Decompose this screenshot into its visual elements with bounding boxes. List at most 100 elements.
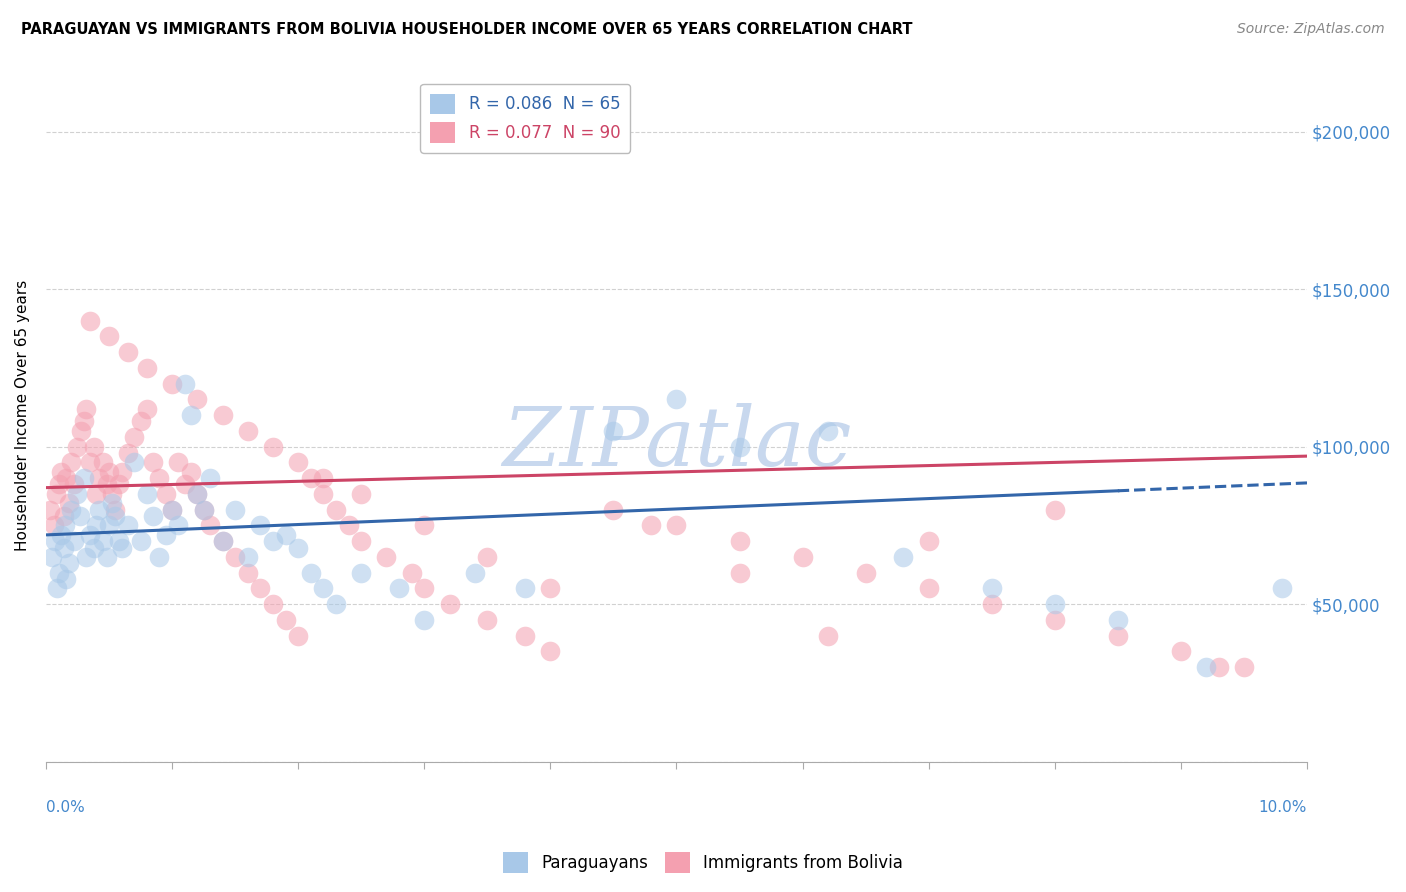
Point	[1195, 660, 1218, 674]
Point	[665, 518, 688, 533]
Point	[75, 401, 97, 416]
Point	[262, 597, 284, 611]
Point	[79, 455, 101, 469]
Point	[117, 518, 139, 533]
Point	[211, 534, 233, 549]
Point	[180, 408, 202, 422]
Point	[62, 534, 84, 549]
Point	[350, 534, 373, 549]
Point	[312, 471, 335, 485]
Point	[325, 597, 347, 611]
Point	[918, 582, 941, 596]
Point	[249, 518, 271, 533]
Point	[515, 582, 537, 596]
Y-axis label: Householder Income Over 65 years: Householder Income Over 65 years	[15, 279, 30, 550]
Point	[135, 487, 157, 501]
Point	[167, 518, 190, 533]
Point	[73, 471, 96, 485]
Point	[236, 424, 259, 438]
Point	[350, 566, 373, 580]
Point	[413, 582, 436, 596]
Point	[413, 518, 436, 533]
Point	[224, 549, 246, 564]
Point	[1170, 644, 1192, 658]
Legend: Paraguayans, Immigrants from Bolivia: Paraguayans, Immigrants from Bolivia	[496, 846, 910, 880]
Point	[1107, 629, 1129, 643]
Point	[515, 629, 537, 643]
Point	[45, 487, 67, 501]
Point	[602, 502, 624, 516]
Point	[855, 566, 877, 580]
Point	[186, 487, 208, 501]
Point	[86, 518, 108, 533]
Point	[198, 471, 221, 485]
Point	[538, 644, 561, 658]
Point	[53, 518, 76, 533]
Point	[122, 430, 145, 444]
Point	[350, 487, 373, 501]
Point	[79, 528, 101, 542]
Point	[55, 471, 77, 485]
Point	[160, 376, 183, 391]
Point	[193, 502, 215, 516]
Point	[401, 566, 423, 580]
Point	[108, 477, 131, 491]
Point	[41, 549, 63, 564]
Text: Source: ZipAtlas.com: Source: ZipAtlas.com	[1237, 22, 1385, 37]
Point	[83, 541, 105, 555]
Point	[73, 414, 96, 428]
Point	[173, 376, 195, 391]
Point	[129, 414, 152, 428]
Point	[538, 582, 561, 596]
Point	[262, 534, 284, 549]
Point	[792, 549, 814, 564]
Point	[262, 440, 284, 454]
Point	[155, 528, 177, 542]
Point	[58, 496, 80, 510]
Point	[98, 465, 121, 479]
Point	[287, 629, 309, 643]
Point	[337, 518, 360, 533]
Point	[100, 496, 122, 510]
Point	[83, 440, 105, 454]
Point	[236, 566, 259, 580]
Point	[75, 549, 97, 564]
Point	[100, 487, 122, 501]
Point	[274, 528, 297, 542]
Point	[148, 549, 170, 564]
Point	[42, 518, 65, 533]
Point	[325, 502, 347, 516]
Point	[96, 477, 118, 491]
Text: 10.0%: 10.0%	[1258, 800, 1308, 815]
Point	[728, 534, 751, 549]
Point	[117, 345, 139, 359]
Point	[312, 487, 335, 501]
Point	[224, 502, 246, 516]
Point	[60, 455, 83, 469]
Point	[413, 613, 436, 627]
Point	[287, 455, 309, 469]
Point	[69, 508, 91, 523]
Point	[49, 528, 72, 542]
Point	[160, 502, 183, 516]
Point	[48, 477, 70, 491]
Point	[79, 313, 101, 327]
Point	[180, 465, 202, 479]
Point	[980, 582, 1002, 596]
Point	[62, 477, 84, 491]
Point	[155, 487, 177, 501]
Point	[477, 549, 499, 564]
Point	[160, 502, 183, 516]
Point	[249, 582, 271, 596]
Point	[122, 455, 145, 469]
Point	[893, 549, 915, 564]
Point	[211, 408, 233, 422]
Point	[375, 549, 398, 564]
Point	[66, 440, 89, 454]
Point	[1233, 660, 1256, 674]
Point	[58, 556, 80, 570]
Point	[49, 465, 72, 479]
Point	[728, 440, 751, 454]
Point	[104, 502, 127, 516]
Point	[193, 502, 215, 516]
